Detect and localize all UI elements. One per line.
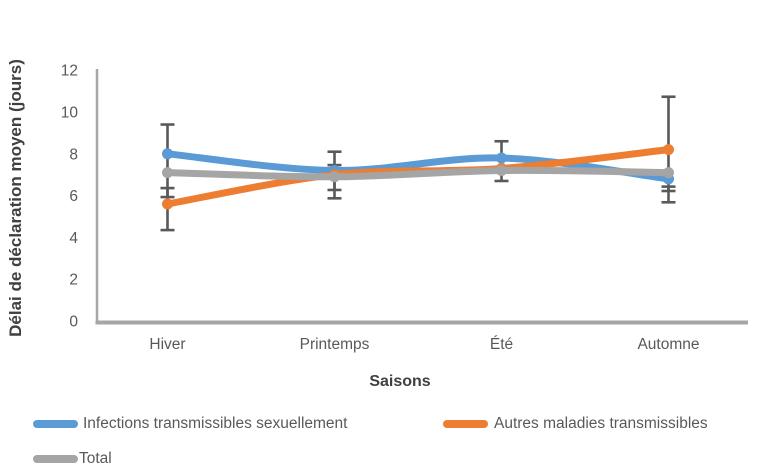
x-category-label: Printemps	[300, 336, 370, 353]
series-line-0	[164, 150, 672, 183]
x-category-label: Automne	[637, 336, 699, 353]
data-point-marker	[329, 171, 340, 183]
data-point-marker	[496, 152, 507, 164]
y-tick-label: 2	[69, 272, 78, 289]
legend-marker-autres-icon	[443, 420, 488, 428]
chart-canvas: 0 2 4 6 8 10 12 Hiver Printemps Été Automne	[61, 63, 748, 353]
x-axis-title: Saisons	[369, 373, 431, 390]
data-point-marker	[162, 167, 173, 179]
data-point-marker	[162, 198, 173, 210]
y-tick-label: 4	[69, 230, 78, 247]
data-point-marker	[663, 167, 674, 179]
legend-label-autres: Autres maladies transmissibles	[494, 415, 708, 432]
x-category-label: Été	[490, 336, 513, 353]
data-point-marker	[162, 148, 173, 160]
legend-item-infections: Infections transmissibles sexuellement	[33, 415, 348, 432]
data-point-marker	[496, 165, 507, 177]
data-point-marker	[663, 144, 674, 156]
legend-marker-infections-icon	[33, 420, 78, 428]
y-axis-title: Délai de déclaration moyen (jours)	[6, 59, 25, 337]
x-category-label: Hiver	[149, 336, 185, 353]
series-line-2	[164, 166, 672, 181]
legend-item-autres: Autres maladies transmissibles	[443, 415, 708, 432]
y-tick-label: 12	[61, 63, 78, 80]
legend-label-total: Total	[79, 450, 112, 467]
legend-item-total: Total	[33, 450, 112, 467]
y-tick-label: 10	[61, 105, 79, 122]
legend-label-infections: Infections transmissibles sexuellement	[83, 415, 348, 432]
y-tick-label: 0	[69, 314, 78, 331]
y-tick-label: 8	[69, 146, 78, 163]
y-tick-label: 6	[69, 188, 78, 205]
legend-marker-total-icon	[33, 455, 78, 463]
